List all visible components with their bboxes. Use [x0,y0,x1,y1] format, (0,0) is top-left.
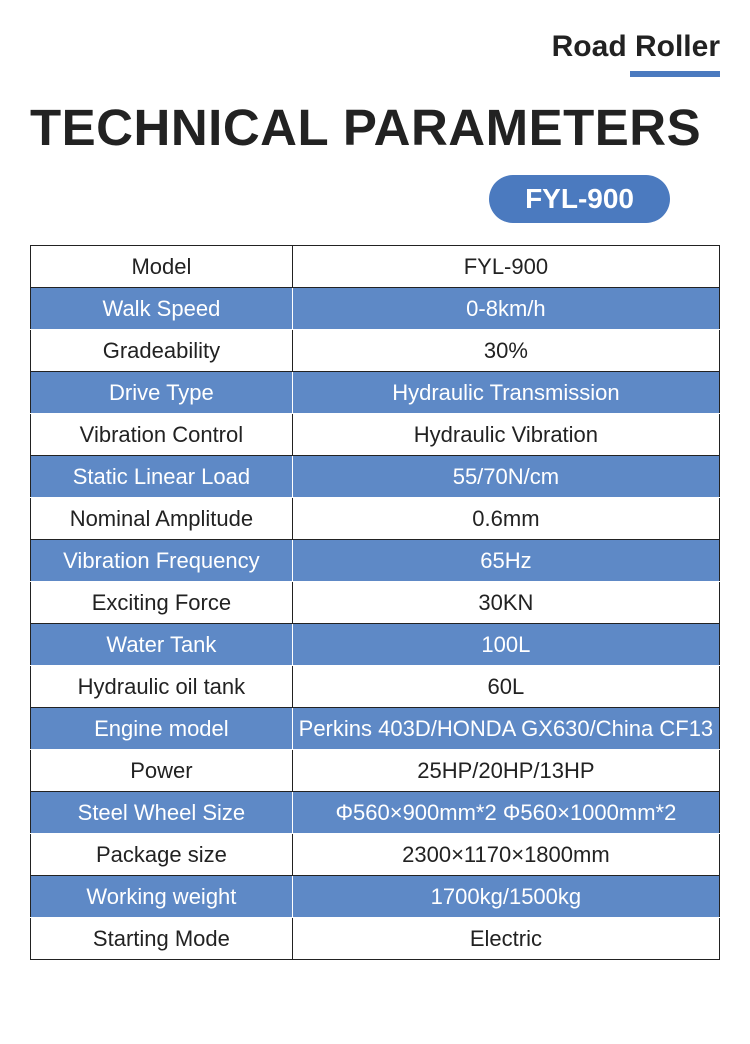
spec-table: ModelFYL-900Walk Speed0-8km/hGradeabilit… [30,245,720,960]
spec-value: Perkins 403D/HONDA GX630/China CF13 [292,708,719,750]
spec-value: Φ560×900mm*2 Φ560×1000mm*2 [292,792,719,834]
table-row: Starting ModeElectric [31,918,720,960]
spec-label: Vibration Control [31,414,293,456]
spec-label: Nominal Amplitude [31,498,293,540]
table-row: Water Tank100L [31,624,720,666]
table-row: Drive TypeHydraulic Transmission [31,372,720,414]
spec-value: 100L [292,624,719,666]
table-row: Power25HP/20HP/13HP [31,750,720,792]
table-row: Walk Speed0-8km/h [31,288,720,330]
table-row: Vibration ControlHydraulic Vibration [31,414,720,456]
table-row: Static Linear Load55/70N/cm [31,456,720,498]
spec-value: FYL-900 [292,246,719,288]
spec-value: Hydraulic Vibration [292,414,719,456]
spec-label: Hydraulic oil tank [31,666,293,708]
table-row: Gradeability30% [31,330,720,372]
spec-label: Power [31,750,293,792]
spec-value: 60L [292,666,719,708]
spec-value: 65Hz [292,540,719,582]
spec-value: 1700kg/1500kg [292,876,719,918]
spec-value: 30KN [292,582,719,624]
spec-label: Drive Type [31,372,293,414]
table-row: Engine modelPerkins 403D/HONDA GX630/Chi… [31,708,720,750]
spec-label: Package size [31,834,293,876]
table-row: Nominal Amplitude0.6mm [31,498,720,540]
spec-value: 0.6mm [292,498,719,540]
spec-label: Water Tank [31,624,293,666]
spec-value: 25HP/20HP/13HP [292,750,719,792]
header: Road Roller [30,30,720,88]
spec-label: Gradeability [31,330,293,372]
table-row: Working weight1700kg/1500kg [31,876,720,918]
spec-value: Electric [292,918,719,960]
spec-value: 2300×1170×1800mm [292,834,719,876]
spec-value: 55/70N/cm [292,456,719,498]
table-row: Exciting Force30KN [31,582,720,624]
spec-label: Engine model [31,708,293,750]
spec-label: Static Linear Load [31,456,293,498]
model-badge: FYL-900 [489,175,670,223]
category-label: Road Roller [30,30,720,64]
table-row: Steel Wheel SizeΦ560×900mm*2 Φ560×1000mm… [31,792,720,834]
spec-value: 30% [292,330,719,372]
spec-label: Vibration Frequency [31,540,293,582]
spec-label: Starting Mode [31,918,293,960]
spec-label: Walk Speed [31,288,293,330]
table-row: Hydraulic oil tank60L [31,666,720,708]
table-row: ModelFYL-900 [31,246,720,288]
spec-value: 0-8km/h [292,288,719,330]
spec-label: Exciting Force [31,582,293,624]
page-title: TECHNICAL PARAMETERS [30,98,720,157]
accent-underline [630,71,720,77]
spec-label: Working weight [31,876,293,918]
badge-row: FYL-900 [30,175,720,223]
spec-label: Steel Wheel Size [31,792,293,834]
table-row: Vibration Frequency65Hz [31,540,720,582]
spec-label: Model [31,246,293,288]
spec-value: Hydraulic Transmission [292,372,719,414]
table-row: Package size2300×1170×1800mm [31,834,720,876]
